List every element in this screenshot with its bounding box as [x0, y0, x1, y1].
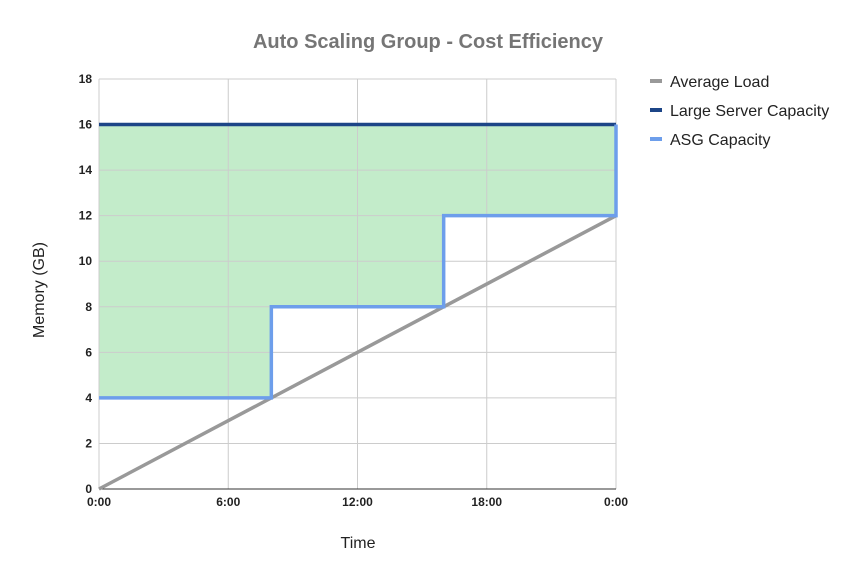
y-axis-title: Memory (GB) — [31, 242, 48, 338]
x-tick-label: 12:00 — [342, 495, 373, 509]
average-load-line — [98, 214, 617, 491]
y-tick-label: 12 — [79, 209, 93, 223]
chart-title: Auto Scaling Group - Cost Efficiency — [253, 31, 604, 53]
y-tick-label: 8 — [85, 300, 92, 314]
y-tick-label: 4 — [85, 391, 92, 405]
y-tick-label: 18 — [79, 72, 93, 86]
x-tick-label: 0:00 — [604, 495, 628, 509]
y-tick-label: 6 — [85, 345, 92, 359]
legend-item: Average Load — [650, 74, 769, 91]
legend-label: Average Load — [670, 74, 769, 91]
y-tick-label: 10 — [79, 254, 93, 268]
y-tick-label: 0 — [85, 482, 92, 496]
y-tick-label: 16 — [79, 118, 93, 132]
plot-area: 0 2 4 6 8 10 12 14 16 18 0:00 6:00 12:00 18:00 0:00 — [79, 72, 629, 509]
legend-item: Large Server Capacity — [650, 103, 829, 120]
x-tick-label: 18:00 — [471, 495, 502, 509]
legend: Average Load Large Server Capacity ASG Cap… — [650, 74, 829, 149]
y-tick-label: 14 — [79, 163, 93, 177]
x-axis-title: Time — [341, 535, 376, 552]
y-tick-label: 2 — [85, 436, 92, 450]
x-tick-label: 6:00 — [216, 495, 240, 509]
legend-label: ASG Capacity — [670, 132, 770, 149]
asg-capacity-line — [99, 124, 618, 400]
x-tick-label: 0:00 — [87, 495, 111, 509]
legend-label: Large Server Capacity — [670, 103, 829, 120]
legend-item: ASG Capacity — [650, 132, 770, 149]
